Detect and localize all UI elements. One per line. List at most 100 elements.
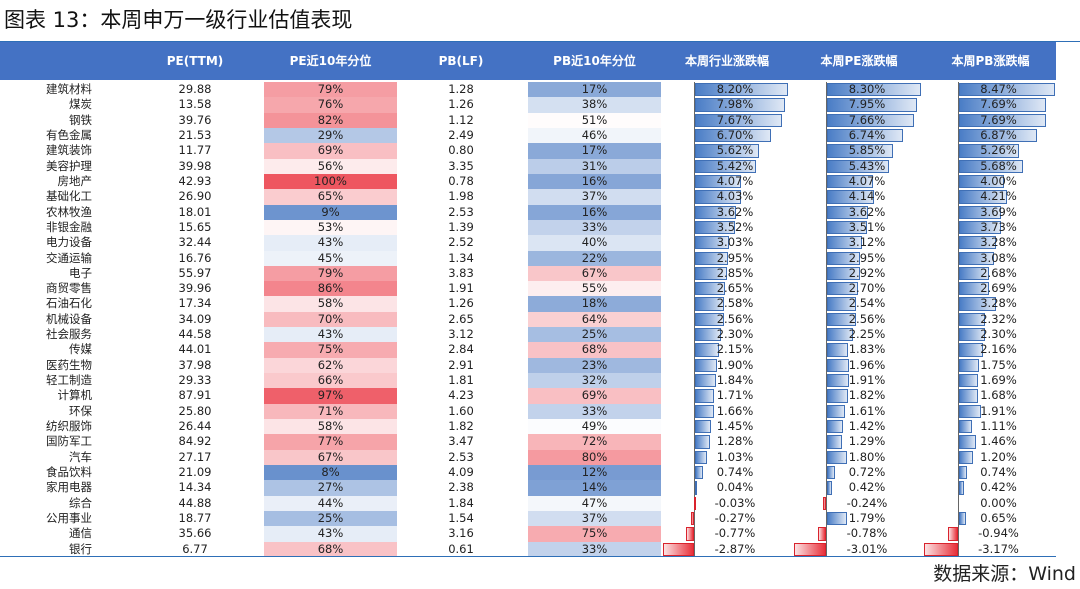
pe-change-value: 7.66% — [848, 112, 886, 127]
bar-axis — [694, 158, 695, 174]
industry-change-bar — [695, 282, 726, 296]
pb-percentile-value: 17% — [581, 143, 608, 158]
industry-name: 电子 — [69, 265, 92, 280]
table-row: 电子 55.97 79% 3.83 67% 2.85% 2.92% 2.68% — [0, 265, 1056, 282]
bar-axis — [694, 541, 695, 557]
pe-percentile-value: 53% — [317, 219, 344, 234]
pb-lf-value: 2.84 — [448, 342, 474, 357]
bar-axis — [826, 449, 827, 465]
bar-axis — [694, 219, 695, 236]
pe-change-bar — [827, 297, 856, 311]
table-row: 煤炭 13.58 76% 1.26 38% 7.98% 7.95% 7.69% — [0, 97, 1056, 113]
pe-percentile-value: 45% — [317, 250, 344, 265]
pb-lf-value: 1.98 — [448, 189, 474, 204]
pb-percentile-value: 33% — [581, 403, 608, 418]
bar-axis — [958, 250, 959, 266]
pe-change-value: 8.30% — [848, 82, 886, 96]
pb-lf-value: 1.84 — [448, 495, 474, 510]
pe-ttm-value: 16.76 — [178, 250, 212, 265]
bar-axis — [958, 173, 959, 190]
industry-change-bar — [695, 113, 782, 127]
pb-lf-value: 3.35 — [448, 158, 474, 173]
pe-percentile-heat — [264, 112, 397, 128]
pe-percentile-value: 65% — [317, 189, 344, 204]
header-cell: PE(TTM) — [166, 54, 224, 68]
source-note: 数据来源：Wind — [933, 563, 1076, 585]
pe-percentile-heat — [264, 510, 397, 527]
pe-change-value: 7.95% — [848, 97, 886, 112]
industry-change-value: -0.03% — [714, 495, 756, 510]
pe-change-bar — [827, 374, 849, 388]
pb-change-bar — [959, 389, 979, 403]
pe-ttm-value: 32.44 — [178, 235, 212, 250]
bar-axis — [826, 250, 827, 266]
bar-axis — [694, 112, 695, 128]
pb-percentile-heat — [528, 204, 661, 220]
bar-axis — [826, 219, 827, 236]
pb-change-value: 1.20% — [980, 449, 1017, 464]
industry-name: 通信 — [69, 526, 92, 541]
table-header: PE(TTM) PE近10年分位 PB(LF) PB近10年分位 本周行业涨跌幅 本周PE… — [0, 42, 1056, 80]
pe-ttm-value: 26.90 — [178, 189, 212, 204]
pe-ttm-value: 87.91 — [178, 388, 212, 403]
pe-change-value: 6.74% — [848, 127, 886, 142]
table-bottom-rule — [0, 556, 1056, 557]
pe-change-bar — [827, 389, 848, 403]
pe-percentile-value: 8% — [321, 465, 340, 479]
pb-lf-value: 1.82 — [448, 419, 474, 434]
pe-percentile-value: 76% — [317, 97, 344, 112]
pb-change-bar — [959, 297, 997, 311]
bar-axis — [694, 281, 695, 297]
pb-change-value: 4.21% — [980, 189, 1017, 204]
industry-change-bar — [693, 496, 696, 510]
pe-change-bar — [827, 98, 918, 112]
pe-percentile-value: 71% — [317, 403, 344, 418]
industry-change-value: 0.04% — [716, 480, 754, 495]
pe-change-value: 3.12% — [848, 235, 886, 250]
pe-percentile-heat — [264, 373, 397, 389]
pb-percentile-value: 51% — [581, 112, 608, 127]
bar-axis — [958, 510, 959, 527]
bar-axis — [826, 495, 827, 511]
pe-change-bar — [827, 328, 853, 342]
bar-axis — [958, 311, 959, 328]
pe-percentile-value: 82% — [317, 112, 344, 127]
bar-axis — [826, 173, 827, 190]
industry-change-bar — [695, 435, 710, 449]
pe-change-bar — [827, 83, 922, 97]
pb-change-bar — [959, 266, 990, 281]
industry-name: 医药生物 — [46, 357, 92, 372]
bar-axis — [694, 235, 695, 251]
industry-name: 农林牧渔 — [46, 204, 92, 219]
industry-change-bar — [691, 511, 694, 526]
pb-change-value: 5.68% — [980, 158, 1017, 173]
table-row: 传媒 44.01 75% 2.84 68% 2.15% 1.83% 2.16% — [0, 342, 1056, 358]
table-row: 通信 35.66 43% 3.16 75% -0.77% -0.78% -0.94% — [0, 526, 1056, 542]
table-row: 机械设备 34.09 70% 2.65 64% 2.56% 2.56% 2.32% — [0, 311, 1056, 328]
bar-axis — [826, 403, 827, 420]
table-row: 有色金属 21.53 29% 2.49 46% 6.70% 6.74% 6.87% — [0, 127, 1056, 144]
pb-change-bar — [959, 113, 1047, 127]
pb-percentile-heat — [528, 541, 661, 557]
pe-percentile-value: 25% — [317, 510, 344, 525]
pb-percentile-heat — [528, 173, 661, 190]
pb-lf-value: 1.39 — [448, 219, 474, 234]
bar-axis — [694, 97, 695, 113]
pe-percentile-value: 67% — [317, 449, 344, 464]
pb-percentile-value: 75% — [581, 526, 608, 541]
industry-change-bar — [695, 466, 704, 480]
pb-change-value: 6.87% — [980, 127, 1017, 142]
industry-name: 有色金属 — [46, 127, 92, 142]
bar-axis — [958, 434, 959, 450]
bar-axis — [958, 82, 959, 98]
industry-name: 基础化工 — [46, 189, 92, 204]
pe-percentile-heat — [264, 250, 397, 266]
pb-change-bar — [959, 174, 1005, 189]
pb-percentile-value: 64% — [581, 311, 608, 326]
pe-change-bar — [827, 404, 846, 419]
pe-percentile-heat — [264, 449, 397, 465]
pb-percentile-value: 37% — [581, 510, 608, 525]
bar-axis — [694, 510, 695, 527]
industry-change-value: 2.56% — [716, 311, 754, 326]
pb-percentile-heat — [528, 112, 661, 128]
